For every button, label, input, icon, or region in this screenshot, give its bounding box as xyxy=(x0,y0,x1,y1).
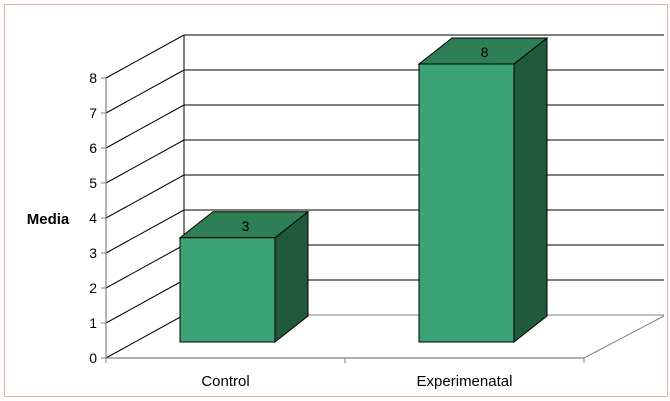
y-tick-label: 1 xyxy=(89,315,97,331)
y-tick-label: 2 xyxy=(89,280,97,296)
bar-data-label: 3 xyxy=(242,218,250,234)
side-wall-gridline xyxy=(106,140,184,183)
side-wall-gridline xyxy=(106,105,184,148)
side-wall-gridline xyxy=(106,245,184,288)
side-wall-gridline xyxy=(106,70,184,113)
x-category-label: Control xyxy=(201,373,249,390)
bar-side-face xyxy=(514,38,547,342)
side-wall-gridline xyxy=(106,315,184,358)
x-category-label: Experimenatal xyxy=(417,373,513,390)
side-wall-gridline xyxy=(106,175,184,218)
y-tick-label: 7 xyxy=(89,105,97,121)
bar-front-face xyxy=(180,238,275,342)
floor-right-edge xyxy=(584,316,664,358)
y-tick-label: 8 xyxy=(89,70,97,86)
y-tick-label: 6 xyxy=(89,140,97,156)
side-wall-gridline xyxy=(106,210,184,253)
y-tick-label: 0 xyxy=(89,350,97,366)
y-tick-label: 5 xyxy=(89,175,97,191)
bar-data-label: 8 xyxy=(481,44,489,60)
side-wall-gridline xyxy=(106,35,184,78)
bar-experimenatal xyxy=(419,38,547,342)
y-axis-label: Media xyxy=(27,211,70,228)
y-tick-label: 4 xyxy=(89,210,97,226)
y-tick-label: 3 xyxy=(89,245,97,261)
chart-bars xyxy=(180,38,547,342)
side-wall-gridline xyxy=(106,280,184,323)
bar-front-face xyxy=(419,64,514,342)
